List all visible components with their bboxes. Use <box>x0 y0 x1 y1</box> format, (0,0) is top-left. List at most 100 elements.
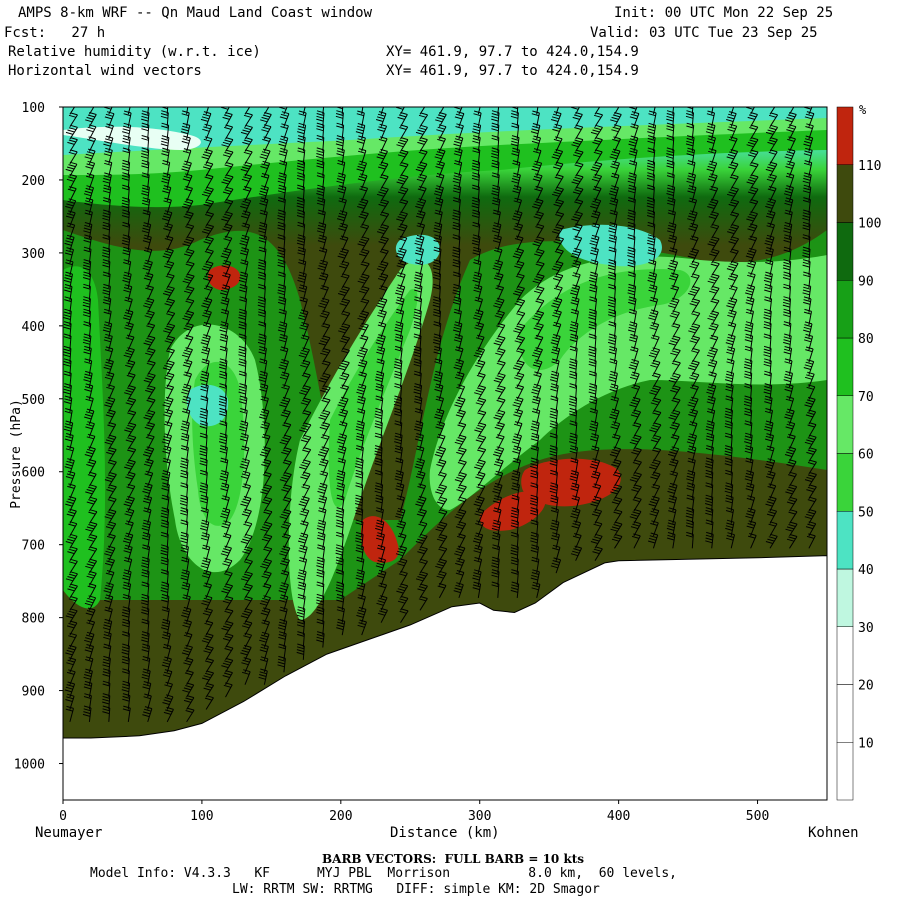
wind-barb-601 <box>297 271 307 289</box>
wind-barb-1307 <box>632 496 642 512</box>
colorbar-label-60: 60 <box>858 448 874 463</box>
wind-barb-1515 <box>743 395 753 412</box>
wind-barb-728 <box>358 211 369 227</box>
wind-barb-1138 <box>553 236 565 251</box>
wind-barb-1512 <box>743 358 753 375</box>
wind-barb-437 <box>223 570 233 586</box>
wind-barb-219 <box>143 335 156 351</box>
wind-barb-547 <box>277 172 287 189</box>
wind-barb-653 <box>321 360 331 375</box>
wind-barb-178 <box>127 447 137 462</box>
x-tick-label-500: 500 <box>746 809 769 824</box>
wind-barb-179 <box>124 459 136 475</box>
wind-barb-916 <box>436 459 447 475</box>
wind-barb-572 <box>281 484 292 499</box>
wind-barb-218 <box>146 322 156 338</box>
wind-barb-215 <box>145 285 154 301</box>
wind-barb-1617 <box>803 321 813 338</box>
wind-barb-82 <box>86 496 98 512</box>
wind-barb-1546 <box>763 333 772 350</box>
wind-barbs <box>63 107 817 723</box>
wind-barb-482 <box>240 533 253 549</box>
wind-barb-507 <box>257 259 267 276</box>
field-label-wind: Horizontal wind vectors <box>8 63 202 79</box>
wind-barb-1630 <box>806 484 817 499</box>
wind-barb-553 <box>277 246 286 264</box>
wind-barb-1634 <box>806 533 816 549</box>
wind-barb-1056 <box>512 210 523 227</box>
wind-barb-1080 <box>510 507 520 524</box>
wind-barb-487 <box>243 596 253 611</box>
wind-barb-488 <box>240 608 253 623</box>
wind-barb-283 <box>160 507 170 524</box>
wind-barb-1334 <box>649 385 662 400</box>
wind-barb-1611 <box>802 246 811 264</box>
wind-barb-1222 <box>588 345 597 363</box>
y-tick-label-1000: 1000 <box>14 758 45 773</box>
wind-barb-847 <box>418 112 429 127</box>
wind-barb-8 <box>65 198 77 214</box>
wind-barb-435 <box>220 545 232 561</box>
x-right-station: Kohnen <box>808 825 859 841</box>
wind-barb-1479 <box>725 395 734 412</box>
plot-frame <box>62 106 828 801</box>
wind-barb-1427 <box>707 198 719 214</box>
colorbar-label-40: 40 <box>858 563 874 578</box>
barb-note: BARB VECTORS: FULL BARB = 10 kts <box>322 852 585 866</box>
wind-barb-1238 <box>592 546 603 561</box>
wind-barb-1563 <box>789 107 795 115</box>
wind-barb-1526 <box>747 533 757 549</box>
wind-barb-1025 <box>496 322 506 338</box>
wind-barb-1099 <box>534 248 545 264</box>
wind-barb-919 <box>436 496 448 512</box>
wind-barb-884 <box>415 571 429 586</box>
wind-barb-451 <box>243 149 253 165</box>
wind-barb-224 <box>146 397 156 413</box>
wind-barb-1167 <box>574 124 584 140</box>
wind-barb-1448 <box>705 457 714 474</box>
wind-barb-1309 <box>630 521 642 537</box>
wind-barb-959 <box>457 496 467 512</box>
wind-barb-1165 <box>571 107 580 115</box>
wind-barb-1206 <box>593 149 603 165</box>
wind-barb-1298 <box>631 384 641 400</box>
wind-barb-532 <box>261 570 272 586</box>
wind-barb-1102 <box>533 286 545 301</box>
wind-barb-1429 <box>710 223 720 239</box>
wind-barb-1061 <box>515 273 525 289</box>
wind-barb-127 <box>104 434 117 450</box>
rh-cyan-patch-3 <box>186 384 229 427</box>
wind-barb-1433 <box>707 273 720 289</box>
wind-barb-634 <box>316 122 325 140</box>
wind-barb-438 <box>221 583 234 599</box>
wind-barb-308 <box>182 198 194 214</box>
wind-barb-1594 <box>785 484 798 499</box>
wind-barb-458 <box>239 234 250 251</box>
wind-barb-216 <box>143 297 155 313</box>
wind-barb-1299 <box>629 396 641 413</box>
wind-barb-37 <box>68 558 78 574</box>
wind-barb-975 <box>471 197 480 214</box>
wind-barb-1067 <box>515 347 525 363</box>
wind-barb-1496 <box>749 162 759 177</box>
wind-barb-480 <box>241 508 252 524</box>
wind-barb-484 <box>243 558 253 574</box>
wind-barb-1560 <box>766 508 778 524</box>
wind-barb-1498 <box>747 186 759 202</box>
wind-barb-1331 <box>648 347 661 363</box>
wind-barb-1598 <box>786 534 798 549</box>
wind-barb-439 <box>222 595 234 611</box>
wind-barb-129 <box>107 459 117 475</box>
x-left-station: Neumayer <box>35 825 103 841</box>
wind-barb-843 <box>396 583 409 599</box>
wind-barb-125 <box>105 409 116 425</box>
wind-barb-1221 <box>588 333 597 350</box>
wind-barb-1065 <box>513 323 526 338</box>
wind-barb-872 <box>413 420 424 437</box>
wind-barb-88 <box>86 570 97 586</box>
wind-barb-459 <box>239 247 249 264</box>
wind-barb-41 <box>65 608 78 623</box>
xy-line-2: XY= 461.9, 97.7 to 424.0,154.9 <box>386 63 639 79</box>
wind-barb-1408 <box>688 408 699 425</box>
wind-barb-142 <box>102 618 113 636</box>
